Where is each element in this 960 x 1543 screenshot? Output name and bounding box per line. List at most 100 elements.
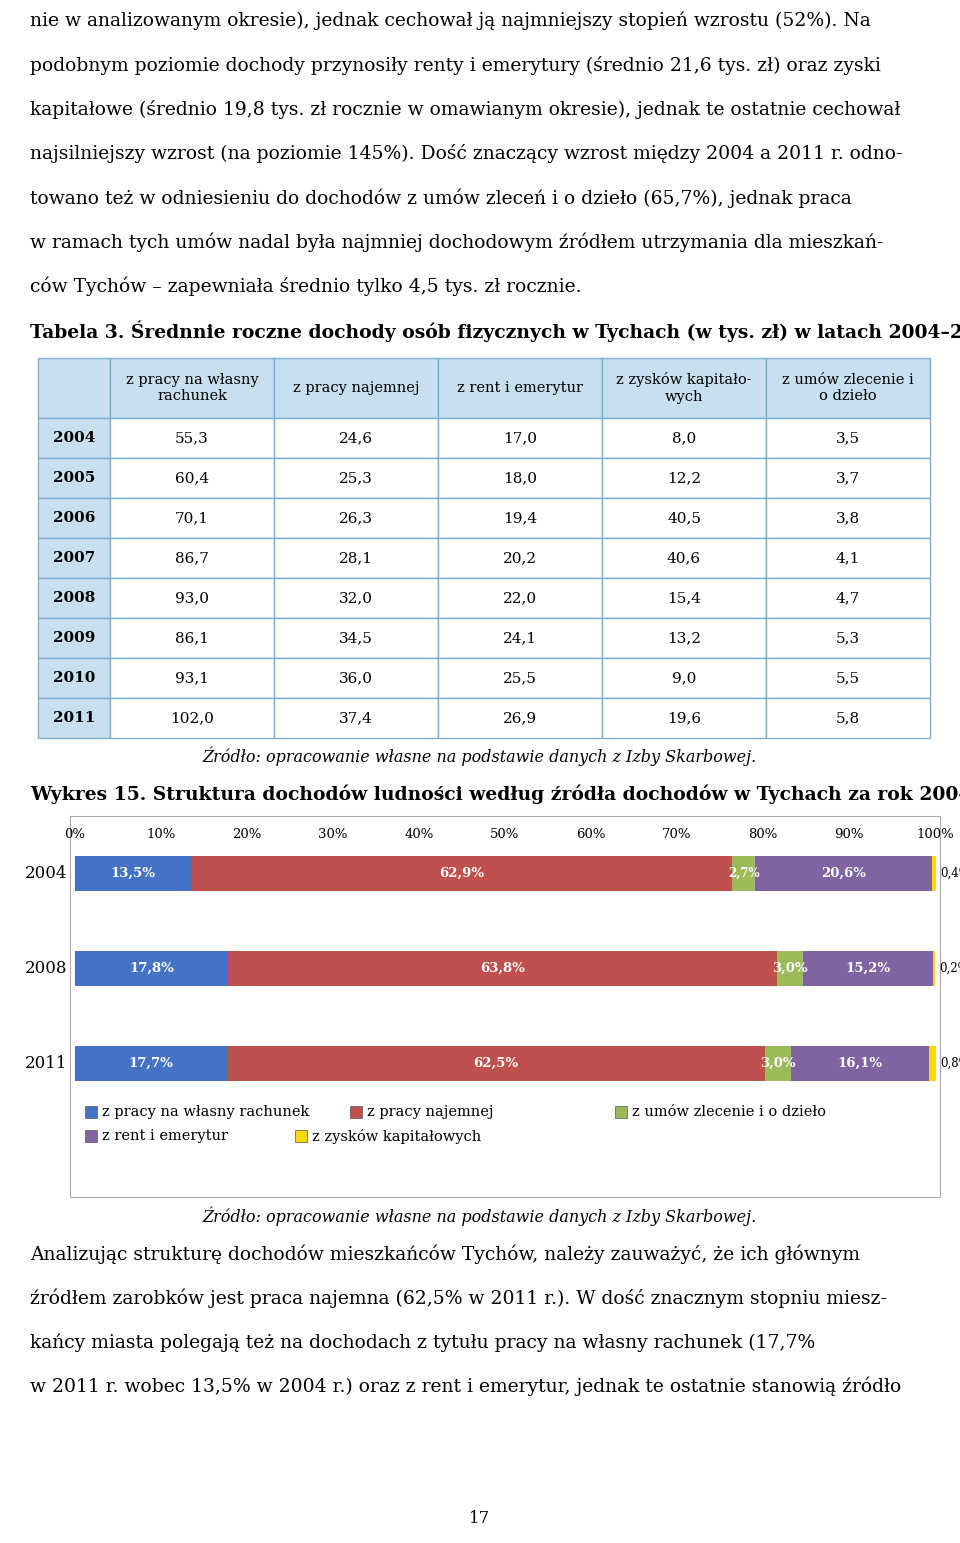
- Bar: [602, 657, 766, 697]
- Text: 93,1: 93,1: [175, 671, 209, 685]
- Text: 17,0: 17,0: [503, 430, 537, 444]
- Text: Tabela 3. Średnnie roczne dochody osób fizycznych w Tychach (w tys. zł) w latach: Tabela 3. Średnnie roczne dochody osób f…: [30, 319, 960, 341]
- Bar: [602, 498, 766, 539]
- Bar: [438, 458, 602, 498]
- Text: 55,3: 55,3: [175, 430, 209, 444]
- Bar: [615, 1106, 627, 1119]
- Text: z zysków kapitałowych: z zysków kapitałowych: [312, 1128, 481, 1143]
- Bar: [85, 1106, 97, 1119]
- Text: 36,0: 36,0: [339, 671, 373, 685]
- Bar: [75, 856, 191, 890]
- Bar: [38, 418, 110, 458]
- Bar: [38, 619, 110, 657]
- Bar: [274, 619, 438, 657]
- Text: z zysków kapitało-
wych: z zysków kapitało- wych: [616, 372, 752, 404]
- Bar: [932, 856, 936, 890]
- Bar: [38, 697, 110, 738]
- Text: 0%: 0%: [64, 827, 85, 841]
- Bar: [110, 579, 274, 619]
- Text: 17: 17: [469, 1511, 491, 1528]
- Text: 60,4: 60,4: [175, 471, 209, 485]
- Bar: [602, 579, 766, 619]
- Text: 17,8%: 17,8%: [129, 961, 174, 975]
- Bar: [438, 657, 602, 697]
- Bar: [602, 619, 766, 657]
- Bar: [766, 619, 930, 657]
- Text: 26,9: 26,9: [503, 711, 537, 725]
- Bar: [38, 579, 110, 619]
- Bar: [766, 697, 930, 738]
- Text: z umów zlecenie i o dzieło: z umów zlecenie i o dzieło: [632, 1105, 826, 1119]
- Bar: [110, 358, 274, 418]
- Text: 2011: 2011: [53, 711, 95, 725]
- Bar: [438, 697, 602, 738]
- Text: 3,0%: 3,0%: [772, 961, 807, 975]
- Bar: [602, 458, 766, 498]
- Text: z rent i emerytur: z rent i emerytur: [102, 1129, 228, 1143]
- Text: 2,7%: 2,7%: [728, 867, 759, 880]
- Text: źródłem zarobków jest praca najemna (62,5% w 2011 r.). W dość znacznym stopniu m: źródłem zarobków jest praca najemna (62,…: [30, 1288, 887, 1308]
- Text: nie w analizowanym okresie), jednak cechował ją najmniejszy stopień wzrostu (52%: nie w analizowanym okresie), jednak cech…: [30, 12, 871, 31]
- Bar: [228, 1046, 765, 1082]
- Bar: [110, 619, 274, 657]
- Bar: [732, 856, 756, 890]
- Bar: [274, 697, 438, 738]
- Bar: [38, 358, 110, 418]
- Text: 2010: 2010: [53, 671, 95, 685]
- Bar: [38, 498, 110, 539]
- Text: 19,6: 19,6: [667, 711, 701, 725]
- Bar: [110, 418, 274, 458]
- Bar: [274, 579, 438, 619]
- Bar: [274, 458, 438, 498]
- Bar: [766, 418, 930, 458]
- Text: w ramach tych umów nadal była najmniej dochodowym źródłem utrzymania dla mieszka: w ramach tych umów nadal była najmniej d…: [30, 231, 883, 252]
- Text: podobnym poziomie dochody przynosiły renty i emerytury (średnio 21,6 tys. zł) or: podobnym poziomie dochody przynosiły ren…: [30, 56, 881, 76]
- Text: 17,7%: 17,7%: [129, 1057, 174, 1069]
- Text: 13,2: 13,2: [667, 631, 701, 645]
- Text: 8,0: 8,0: [672, 430, 696, 444]
- Bar: [191, 856, 732, 890]
- Bar: [110, 498, 274, 539]
- Text: 2006: 2006: [53, 511, 95, 525]
- Text: 90%: 90%: [834, 827, 864, 841]
- Text: 62,9%: 62,9%: [439, 867, 484, 880]
- Text: 5,8: 5,8: [836, 711, 860, 725]
- Text: towano też w odniesieniu do dochodów z umów zleceń i o dzieło (65,7%), jednak pr: towano też w odniesieniu do dochodów z u…: [30, 188, 852, 207]
- Bar: [766, 579, 930, 619]
- Text: 40%: 40%: [404, 827, 434, 841]
- Text: 80%: 80%: [748, 827, 778, 841]
- Bar: [438, 539, 602, 579]
- Text: 26,3: 26,3: [339, 511, 373, 525]
- Text: z umów zlecenie i
o dzieło: z umów zlecenie i o dzieło: [782, 373, 914, 403]
- Text: 86,7: 86,7: [175, 551, 209, 565]
- Text: z rent i emerytur: z rent i emerytur: [457, 381, 583, 395]
- Bar: [350, 1106, 362, 1119]
- Text: 4,7: 4,7: [836, 591, 860, 605]
- Text: 24,6: 24,6: [339, 430, 373, 444]
- Text: 12,2: 12,2: [667, 471, 701, 485]
- Bar: [274, 418, 438, 458]
- Bar: [75, 1046, 228, 1082]
- Bar: [38, 539, 110, 579]
- Bar: [438, 418, 602, 458]
- Text: 40,6: 40,6: [667, 551, 701, 565]
- Bar: [110, 539, 274, 579]
- Text: 5,3: 5,3: [836, 631, 860, 645]
- Bar: [38, 458, 110, 498]
- Text: 10%: 10%: [146, 827, 176, 841]
- Text: 4,1: 4,1: [836, 551, 860, 565]
- Text: 3,7: 3,7: [836, 471, 860, 485]
- Text: 62,5%: 62,5%: [473, 1057, 518, 1069]
- Text: z pracy najemnej: z pracy najemnej: [293, 381, 420, 395]
- Text: 63,8%: 63,8%: [480, 961, 525, 975]
- Text: 0,2%: 0,2%: [939, 961, 960, 975]
- Bar: [438, 358, 602, 418]
- Bar: [438, 619, 602, 657]
- Text: Wykres 15. Struktura dochodów ludności według źródła dochodów w Tychach za rok 2: Wykres 15. Struktura dochodów ludności w…: [30, 784, 960, 804]
- Text: 20,6%: 20,6%: [822, 867, 866, 880]
- Text: 25,5: 25,5: [503, 671, 537, 685]
- Bar: [85, 1129, 97, 1142]
- Bar: [765, 1046, 790, 1082]
- Text: 2004: 2004: [53, 430, 95, 444]
- Text: kapitałowe (średnio 19,8 tys. zł rocznie w omawianym okresie), jednak te ostatni: kapitałowe (średnio 19,8 tys. zł rocznie…: [30, 100, 900, 119]
